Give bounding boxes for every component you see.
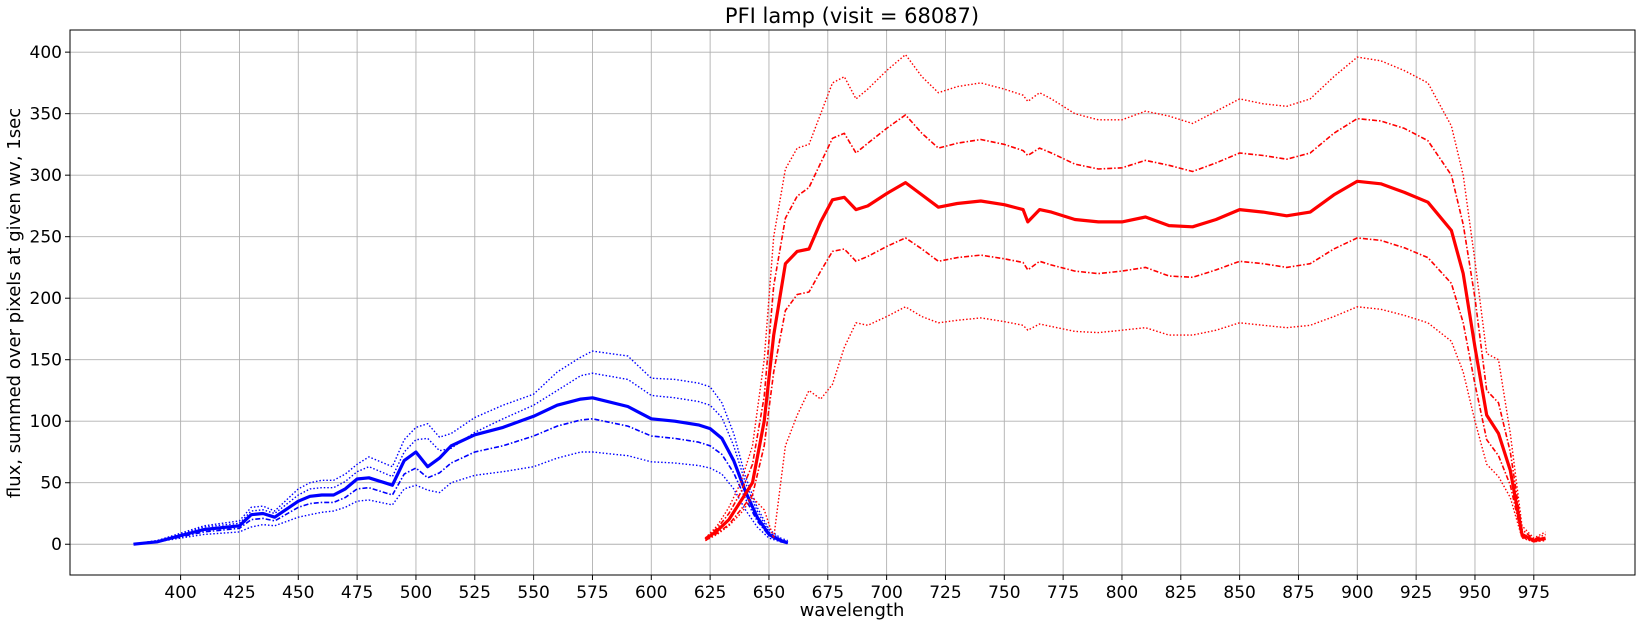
y-tick-label: 350 bbox=[30, 105, 62, 125]
red-arm-series-line bbox=[704, 237, 1546, 543]
x-tick-label: 575 bbox=[576, 583, 608, 603]
x-tick-label: 475 bbox=[341, 583, 373, 603]
x-tick-label: 975 bbox=[1518, 583, 1550, 603]
grid-lines bbox=[70, 30, 1635, 575]
x-tick-label: 700 bbox=[870, 583, 902, 603]
x-tick-label: 900 bbox=[1341, 583, 1373, 603]
y-axis-label: flux, summed over pixels at given wv, 1s… bbox=[4, 108, 25, 498]
x-axis-label: wavelength bbox=[800, 600, 905, 621]
x-tick-label: 425 bbox=[223, 583, 255, 603]
x-tick-label: 600 bbox=[635, 583, 667, 603]
red-arm-series-line bbox=[704, 53, 1546, 539]
x-tick-label: 850 bbox=[1223, 583, 1255, 603]
x-tick-labels: 400 425 450 475 500 525 550 575 600 625 650 675 700 7… bbox=[164, 575, 1550, 603]
x-tick-label: 775 bbox=[1047, 583, 1079, 603]
y-tick-label: 50 bbox=[40, 474, 62, 494]
x-tick-label: 675 bbox=[812, 583, 844, 603]
x-tick-label: 800 bbox=[1106, 583, 1138, 603]
blue-arm-series-line bbox=[133, 350, 789, 545]
x-tick-label: 500 bbox=[400, 583, 432, 603]
x-tick-label: 550 bbox=[517, 583, 549, 603]
x-tick-label: 725 bbox=[929, 583, 961, 603]
y-tick-label: 0 bbox=[51, 535, 62, 555]
blue-arm-series-line bbox=[133, 418, 788, 545]
y-tick-label: 400 bbox=[30, 43, 62, 63]
y-tick-label: 300 bbox=[30, 166, 62, 186]
y-tick-label: 250 bbox=[30, 228, 62, 248]
y-tick-label: 200 bbox=[30, 289, 62, 309]
blue-arm-series-line bbox=[133, 396, 789, 546]
x-tick-label: 825 bbox=[1165, 583, 1197, 603]
x-tick-label: 925 bbox=[1400, 583, 1432, 603]
x-tick-label: 400 bbox=[164, 583, 196, 603]
x-tick-label: 650 bbox=[753, 583, 785, 603]
red-arm-series-line bbox=[705, 306, 1546, 543]
data-series bbox=[133, 53, 1546, 546]
red-arm-series-line bbox=[704, 179, 1546, 543]
x-tick-label: 625 bbox=[694, 583, 726, 603]
x-tick-label: 950 bbox=[1459, 583, 1491, 603]
y-tick-label: 150 bbox=[30, 351, 62, 371]
chart-title: PFI lamp (visit = 68087) bbox=[725, 4, 979, 28]
blue-arm-series-line bbox=[133, 451, 788, 545]
x-tick-label: 525 bbox=[459, 583, 491, 603]
x-tick-label: 450 bbox=[282, 583, 314, 603]
y-tick-label: 100 bbox=[30, 412, 62, 432]
blue-arm-series-line bbox=[133, 372, 789, 545]
red-arm-series-line bbox=[704, 114, 1546, 541]
x-tick-label: 875 bbox=[1282, 583, 1314, 603]
plot-frame bbox=[69, 29, 1636, 576]
x-tick-label: 750 bbox=[988, 583, 1020, 603]
y-tick-labels: 0 50 100 150 200 250 300 350 400 bbox=[30, 43, 70, 555]
